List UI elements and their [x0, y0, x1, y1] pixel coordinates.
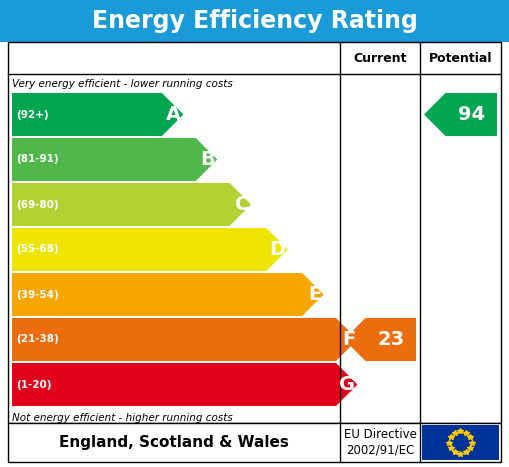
Text: 94: 94	[458, 105, 485, 124]
Text: B: B	[201, 150, 215, 169]
Text: (81-91): (81-91)	[16, 155, 59, 164]
Text: (55-68): (55-68)	[16, 245, 59, 255]
Text: (21-38): (21-38)	[16, 334, 59, 345]
Text: (92+): (92+)	[16, 109, 49, 120]
Bar	[8, 423, 501, 462]
Polygon shape	[12, 363, 357, 406]
Text: Energy Efficiency Rating: Energy Efficiency Rating	[92, 9, 417, 33]
Text: (69-80): (69-80)	[16, 199, 59, 210]
Text: Not energy efficient - higher running costs: Not energy efficient - higher running co…	[12, 413, 233, 423]
Polygon shape	[12, 318, 357, 361]
Bar	[422, 425, 499, 460]
Text: A: A	[166, 105, 181, 124]
Text: Potential: Potential	[429, 51, 492, 64]
Polygon shape	[12, 273, 324, 316]
Polygon shape	[12, 138, 217, 181]
Text: D: D	[270, 240, 286, 259]
Polygon shape	[12, 93, 183, 136]
Text: (39-54): (39-54)	[16, 290, 59, 299]
Text: England, Scotland & Wales: England, Scotland & Wales	[59, 435, 289, 450]
Text: (1-20): (1-20)	[16, 380, 51, 389]
Text: G: G	[340, 375, 355, 394]
Text: E: E	[308, 285, 322, 304]
Text: EU Directive
2002/91/EC: EU Directive 2002/91/EC	[344, 429, 416, 457]
Bar	[8, 42, 501, 423]
Polygon shape	[12, 183, 251, 226]
Polygon shape	[344, 318, 416, 361]
Text: Current: Current	[353, 51, 407, 64]
Polygon shape	[12, 228, 288, 271]
Text: Very energy efficient - lower running costs: Very energy efficient - lower running co…	[12, 79, 233, 89]
Text: C: C	[235, 195, 249, 214]
Bar	[0, 0, 509, 42]
Text: 23: 23	[377, 330, 404, 349]
Polygon shape	[424, 93, 497, 136]
Text: F: F	[342, 330, 355, 349]
